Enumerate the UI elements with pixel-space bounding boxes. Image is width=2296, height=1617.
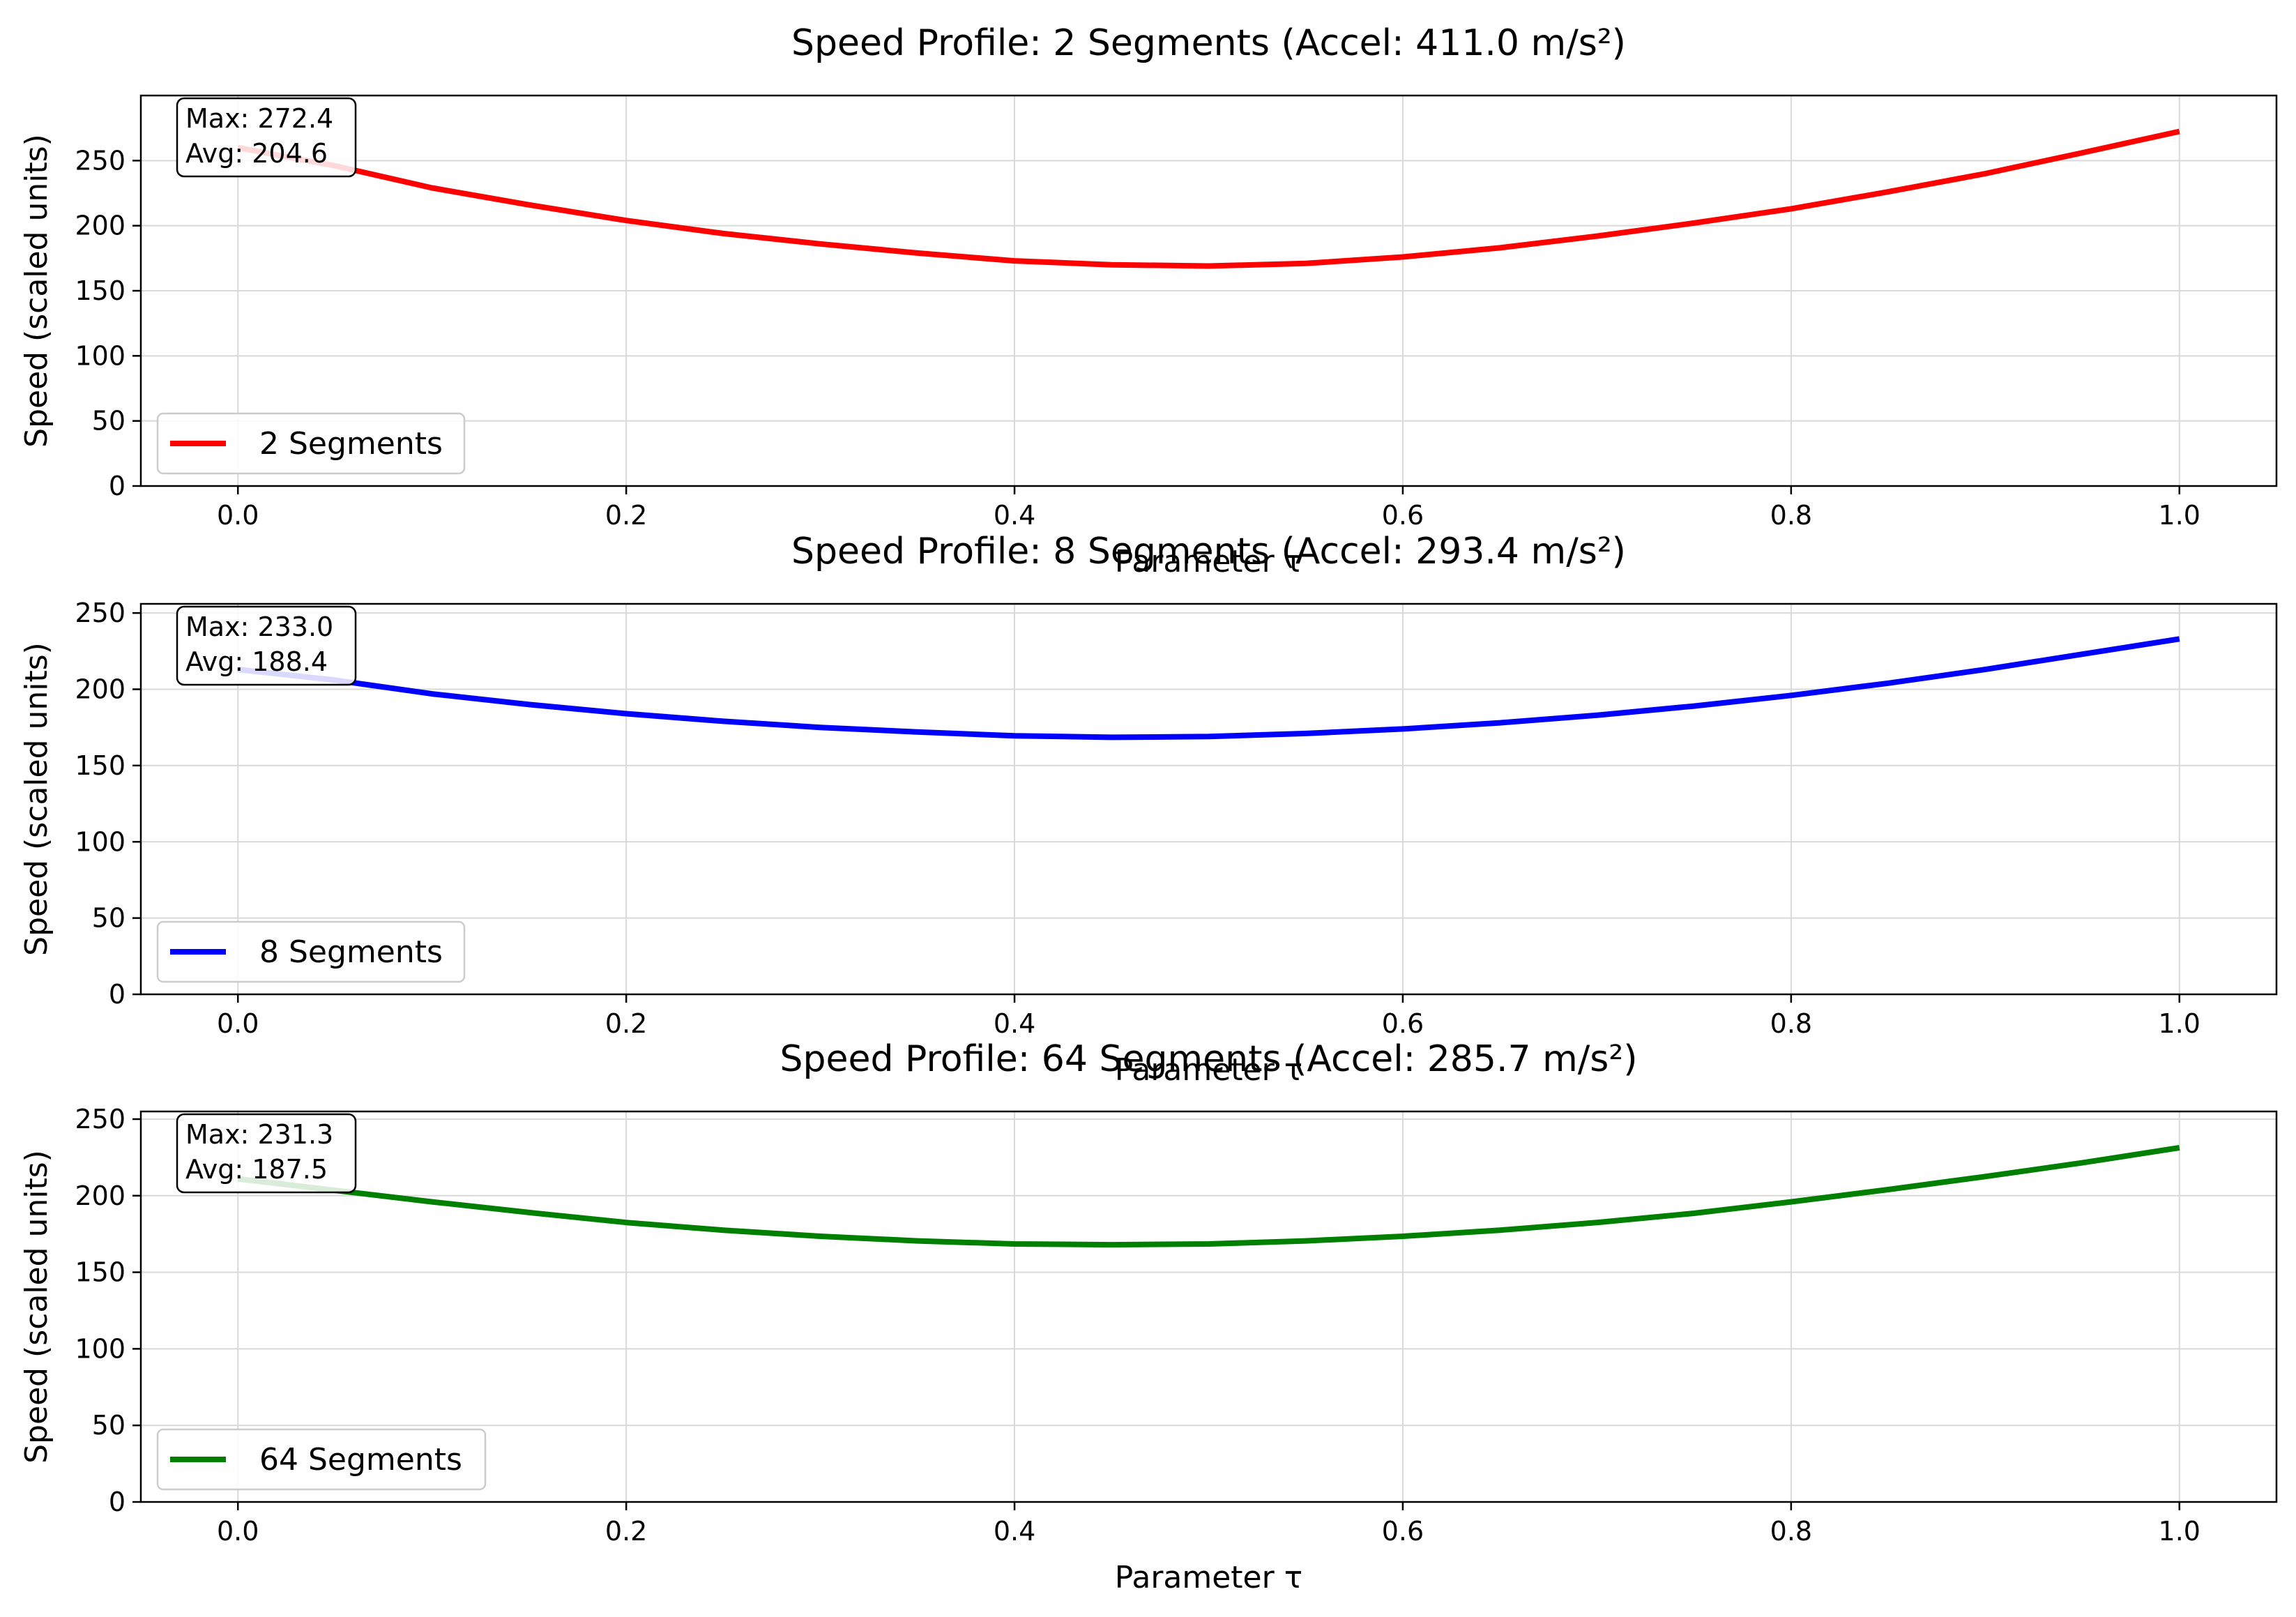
x-axis-label: Parameter τ: [1115, 1560, 1302, 1595]
axes-frame: [139, 1110, 2278, 1503]
legend-box: [156, 1428, 487, 1491]
y-tick-label: 200: [75, 1181, 126, 1211]
y-tick-label: 50: [92, 406, 126, 436]
x-tick-label: 0.2: [605, 500, 647, 531]
annotation-box: [176, 605, 357, 686]
annotation-box: [176, 97, 357, 178]
x-tick-label: 0.4: [994, 1008, 1035, 1039]
x-tick-label: 0.6: [1382, 500, 1424, 531]
y-tick-label: 250: [75, 145, 126, 176]
annotation-line: Max: 272.4: [185, 103, 333, 134]
series-line-1: [237, 128, 2180, 269]
annotation-line: Avg: 188.4: [185, 646, 328, 677]
y-tick-label: 200: [75, 211, 126, 241]
axes-frame: [139, 602, 2278, 996]
x-tick-label: 0.8: [1770, 1516, 1812, 1547]
annotation-box: [176, 1113, 357, 1194]
x-tick-label: 0.0: [217, 1008, 259, 1039]
legend: 2 Segments: [156, 412, 466, 475]
annotation-line: Avg: 204.6: [185, 138, 328, 169]
x-tick-label: 0.6: [1382, 1516, 1424, 1547]
x-tick-label: 0.2: [605, 1516, 647, 1547]
subplot-3: 0.0 0.2 0.4 0.6 0.8 1.0 0 50 100 150 200 250 Paramet…: [19, 1038, 2278, 1595]
legend-label: 64 Segments: [259, 1442, 462, 1478]
series-line-1: [237, 1145, 2180, 1248]
y-tick-label: 0: [109, 471, 126, 501]
y-tick-label: 100: [75, 340, 126, 371]
series-line-1: [237, 636, 2180, 741]
x-axis-label: Parameter τ: [1115, 544, 1302, 579]
chart-title: Speed Profile: 8 Segments (Accel: 293.4 …: [791, 531, 1626, 572]
x-tick-label: 1.0: [2159, 500, 2200, 531]
legend: 8 Segments: [156, 920, 466, 983]
legend-label: 2 Segments: [259, 426, 443, 462]
x-tick-label: 0.4: [994, 1516, 1035, 1547]
annotation-line: Max: 231.3: [185, 1119, 333, 1150]
legend-box: [156, 920, 466, 983]
stats-annotation: Max: 272.4 Avg: 204.6: [176, 97, 357, 178]
y-axis-label: Speed (scaled units): [19, 1150, 54, 1464]
x-tick-label: 0.4: [994, 500, 1035, 531]
y-tick-label: 0: [109, 1487, 126, 1517]
subplot-2: 0.0 0.2 0.4 0.6 0.8 1.0 0 50 100 150 200 250 Paramet…: [19, 531, 2278, 1088]
x-tick-label: 0.8: [1770, 500, 1812, 531]
annotation-line: Avg: 187.5: [185, 1154, 328, 1185]
legend-label: 8 Segments: [259, 934, 443, 970]
annotation-line: Max: 233.0: [185, 612, 333, 642]
y-tick-label: 250: [75, 1104, 126, 1134]
x-axis-label: Parameter τ: [1115, 1052, 1302, 1088]
y-tick-label: 50: [92, 903, 126, 934]
x-tick-label: 1.0: [2159, 1516, 2200, 1547]
y-tick-label: 100: [75, 826, 126, 857]
legend: 64 Segments: [156, 1428, 487, 1491]
y-tick-label: 150: [75, 275, 126, 306]
subplot-1: 0.0 0.2 0.4 0.6 0.8 1.0 0 50 100 150 200 250 Paramet…: [19, 22, 2278, 579]
x-tick-label: 0.0: [217, 1516, 259, 1547]
y-tick-label: 0: [109, 979, 126, 1010]
stats-annotation: Max: 231.3 Avg: 187.5: [176, 1113, 357, 1194]
y-tick-label: 100: [75, 1333, 126, 1364]
y-tick-label: 200: [75, 674, 126, 705]
y-axis-label: Speed (scaled units): [19, 134, 54, 448]
legend-box: [156, 412, 466, 475]
y-tick-label: 150: [75, 750, 126, 781]
y-tick-label: 250: [75, 598, 126, 628]
x-tick-label: 0.0: [217, 500, 259, 531]
x-tick-label: 0.8: [1770, 1008, 1812, 1039]
y-tick-label: 150: [75, 1257, 126, 1288]
chart-title: Speed Profile: 64 Segments (Accel: 285.7…: [780, 1038, 1638, 1080]
chart-title: Speed Profile: 2 Segments (Accel: 411.0 …: [791, 22, 1626, 64]
y-axis-label: Speed (scaled units): [19, 642, 54, 956]
y-tick-label: 50: [92, 1410, 126, 1441]
x-tick-label: 0.2: [605, 1008, 647, 1039]
stats-annotation: Max: 233.0 Avg: 188.4: [176, 605, 357, 686]
x-tick-label: 1.0: [2159, 1008, 2200, 1039]
x-tick-label: 0.6: [1382, 1008, 1424, 1039]
